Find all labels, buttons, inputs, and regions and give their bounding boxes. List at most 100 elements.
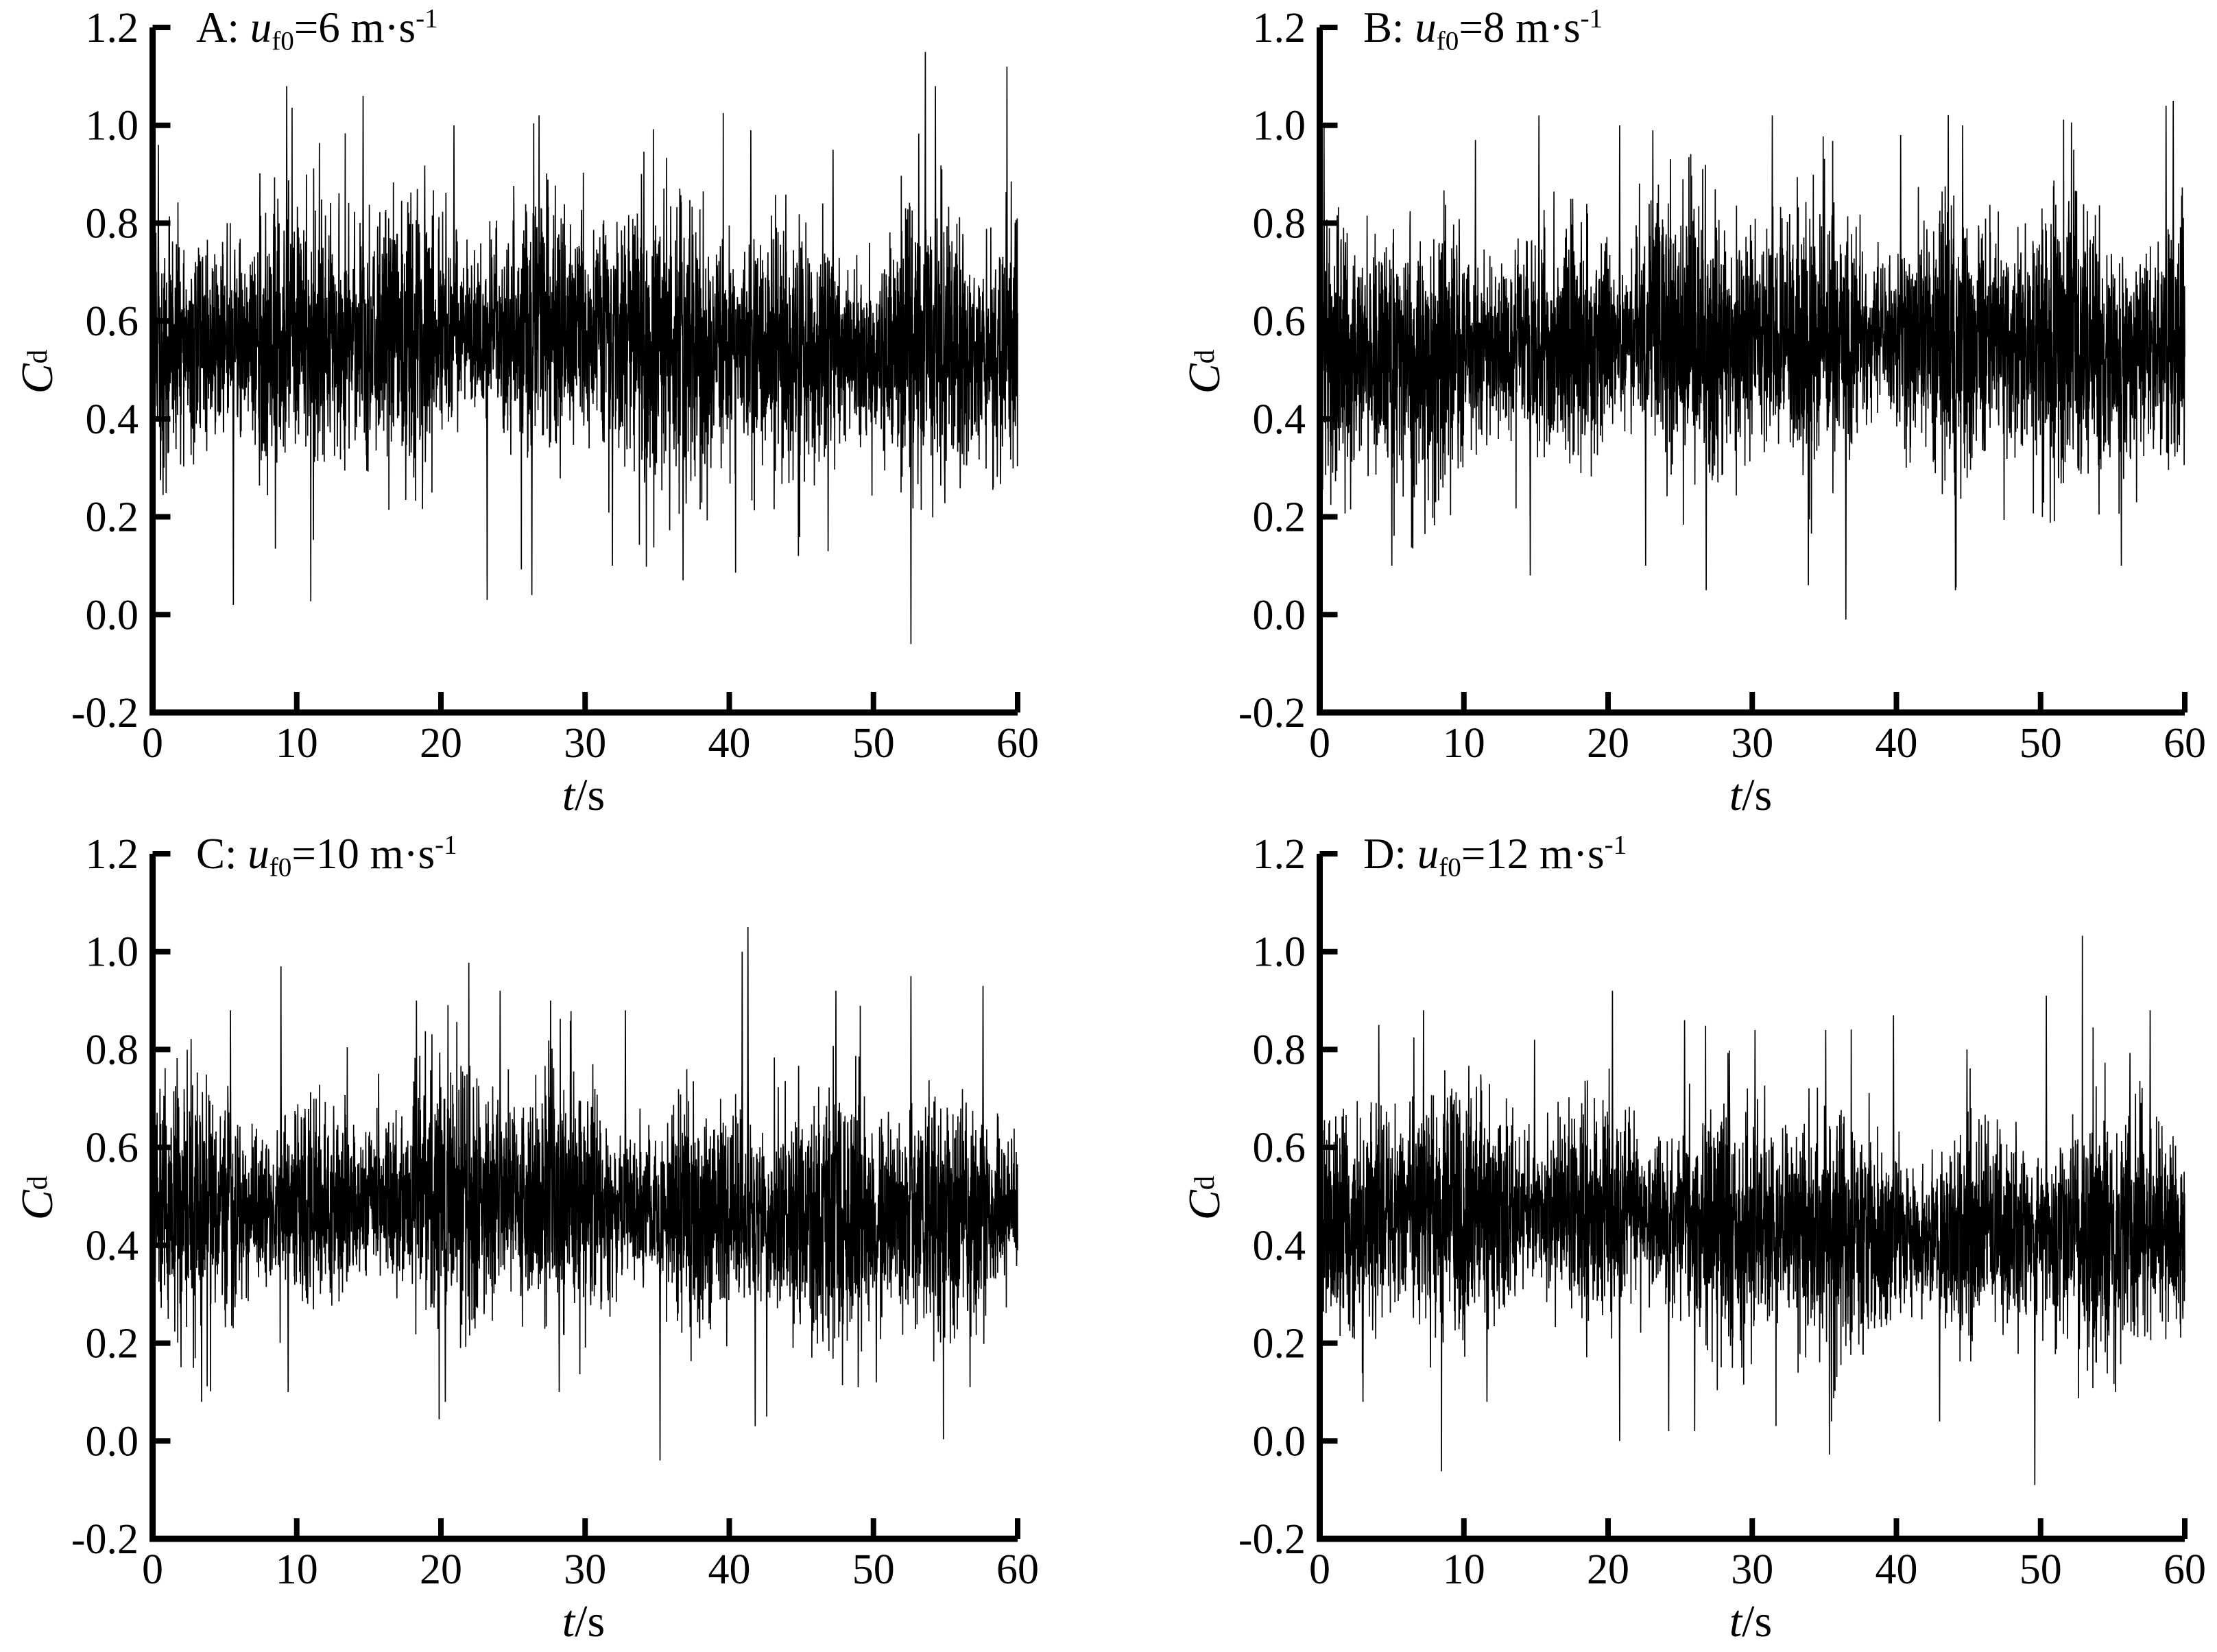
t-symbol: t	[1729, 1596, 1742, 1647]
y-tick-label: 0.6	[1253, 298, 1306, 345]
x-tick-label: 10	[1443, 720, 1485, 767]
y-tick-label: 1.0	[86, 103, 139, 149]
panel-d: 1.2 1.0 0.8 0.6 0.4 0.2 0.0 -0.2 0 10 20 30 40 50 60 D…	[1109, 826, 2217, 1652]
y-tick-label: 1.2	[1253, 5, 1306, 51]
x-tick-label: 30	[1731, 720, 1773, 767]
y-tick-label: 0.6	[86, 1125, 139, 1171]
signal-trace	[152, 51, 1018, 645]
y-tick-label: 0.0	[1253, 592, 1306, 638]
signal-trace	[152, 926, 1018, 1461]
velocity-value: =10 m·s	[291, 830, 435, 878]
x-tick-label: 40	[1876, 1546, 1918, 1593]
t-unit: /s	[1742, 770, 1773, 820]
y-tick-label: -0.2	[71, 1516, 139, 1563]
u-symbol: u	[1415, 3, 1437, 51]
y-tick-label: -0.2	[71, 690, 139, 737]
y-tick-label: 0.2	[1253, 1321, 1306, 1367]
x-tick-label: 20	[420, 1546, 462, 1593]
cd-symbol: C	[12, 1190, 62, 1221]
y-tick-label: 0.4	[1253, 1223, 1306, 1269]
t-symbol: t	[562, 1596, 575, 1647]
x-tick-label: 10	[276, 720, 318, 767]
velocity-value: =8 m·s	[1459, 3, 1581, 51]
x-tick-label: 40	[708, 720, 751, 767]
t-unit: /s	[1742, 1596, 1773, 1647]
y-tick-label: 1.2	[1253, 831, 1306, 878]
y-tick-label: -0.2	[1238, 1516, 1306, 1563]
panel-letter: C:	[196, 830, 248, 878]
panel-c: 1.2 1.0 0.8 0.6 0.4 0.2 0.0 -0.2 0 10 20 30 40 50 60 C…	[0, 826, 1108, 1652]
y-tick-label: -0.2	[1238, 690, 1306, 737]
panel-title-b: B: uf0=8 m·s-1	[1363, 3, 1603, 55]
u-symbol: u	[250, 3, 272, 51]
plot-area-c: 1.2 1.0 0.8 0.6 0.4 0.2 0.0 -0.20 10 20 30 40 50 60	[71, 831, 1039, 1593]
t-symbol: t	[562, 770, 575, 820]
u-symbol: u	[248, 830, 269, 878]
panel-a: 1.2 1.0 0.8 0.6 0.4 0.2 0.0 -0.2 0 10 20 30 40 50 60 A…	[0, 0, 1108, 826]
x-tick-label: 50	[2020, 1546, 2062, 1593]
y-tick-label: 1.2	[86, 5, 139, 51]
x-tick-label: 20	[420, 720, 462, 767]
x-tick-label: 50	[852, 1546, 895, 1593]
t-symbol: t	[1729, 770, 1742, 820]
y-tick-label: 0.0	[86, 1418, 139, 1465]
unit-exponent: -1	[416, 3, 438, 34]
u-symbol: u	[1417, 830, 1439, 878]
y-tick-label: 1.0	[1253, 103, 1306, 149]
y-tick-label: 0.6	[86, 298, 139, 345]
plot-area-d: 1.2 1.0 0.8 0.6 0.4 0.2 0.0 -0.20 10 20 30 40 50 60	[1238, 831, 2206, 1593]
x-axis-label: t/s	[1648, 1596, 1854, 1648]
x-tick-label: 10	[1443, 1546, 1485, 1593]
unit-exponent: -1	[435, 830, 457, 860]
u-subscript: f0	[1436, 26, 1459, 56]
x-axis-label: t/s	[481, 769, 686, 822]
x-tick-label: 60	[996, 720, 1039, 767]
x-tick-label: 10	[276, 1546, 318, 1593]
x-tick-label: 60	[2164, 720, 2206, 767]
signal-trace	[1319, 935, 2185, 1485]
y-tick-label: 0.2	[86, 494, 139, 541]
panel-letter: A:	[196, 3, 250, 51]
t-unit: /s	[575, 770, 606, 820]
y-tick-label: 0.8	[1253, 1027, 1306, 1073]
x-tick-label: 30	[1731, 1546, 1773, 1593]
y-tick-label: 1.0	[86, 929, 139, 976]
x-tick-label: 60	[2164, 1546, 2206, 1593]
x-tick-label: 20	[1587, 1546, 1629, 1593]
y-tick-label: 1.0	[1253, 929, 1306, 976]
y-tick-label: 0.4	[86, 1223, 139, 1269]
y-tick-label: 0.8	[1253, 200, 1306, 247]
y-tick-label: 0.0	[86, 592, 139, 638]
x-tick-label: 0	[1309, 1546, 1330, 1593]
panel-title-a: A: uf0=6 m·s-1	[196, 3, 438, 55]
unit-exponent: -1	[1580, 3, 1603, 34]
x-tick-label: 0	[142, 1546, 163, 1593]
y-tick-label: 0.6	[1253, 1125, 1306, 1171]
x-axis-label: t/s	[1648, 769, 1854, 822]
x-tick-label: 40	[708, 1546, 751, 1593]
t-unit: /s	[575, 1596, 606, 1647]
y-tick-label: 1.2	[86, 831, 139, 878]
x-tick-label: 40	[1876, 720, 1918, 767]
y-tick-label: 0.2	[1253, 494, 1306, 541]
y-tick-label: 0.4	[1253, 396, 1306, 443]
panel-title-d: D: uf0=12 m·s-1	[1363, 829, 1627, 881]
x-tick-label: 50	[2020, 720, 2062, 767]
x-tick-label: 30	[564, 1546, 606, 1593]
u-subscript: f0	[272, 26, 294, 56]
y-tick-label: 0.2	[86, 1321, 139, 1367]
plot-area-b: 1.2 1.0 0.8 0.6 0.4 0.2 0.0 -0.20 10 20 30 40 50 60	[1238, 5, 2206, 767]
velocity-value: =6 m·s	[293, 3, 416, 51]
panel-letter: B:	[1363, 3, 1415, 51]
y-tick-label: 0.0	[1253, 1418, 1306, 1465]
cd-symbol: C	[1179, 363, 1230, 394]
x-axis-label: t/s	[481, 1596, 686, 1648]
cd-symbol: C	[1179, 1190, 1230, 1221]
x-tick-label: 50	[852, 720, 895, 767]
y-tick-label: 0.8	[86, 200, 139, 247]
